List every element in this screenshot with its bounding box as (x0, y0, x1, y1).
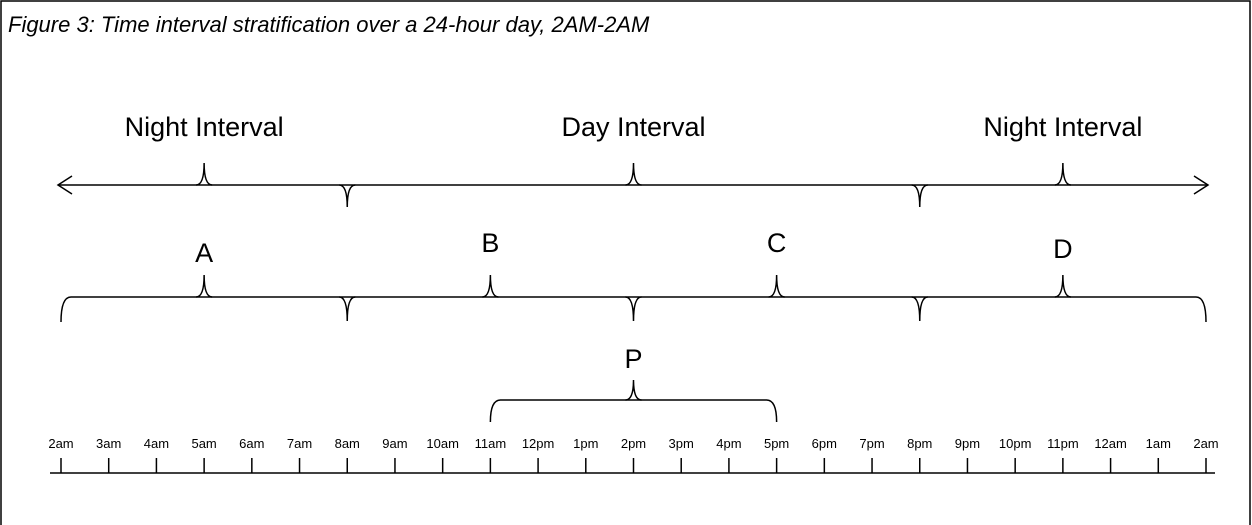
time-label: 7pm (859, 436, 884, 451)
time-label: 6pm (812, 436, 837, 451)
time-label: 10pm (999, 436, 1032, 451)
brace-tip (625, 379, 642, 401)
time-label: 4am (144, 436, 169, 451)
time-label: 2am (48, 436, 73, 451)
segment-label: D (1053, 234, 1073, 264)
arrow-head (1193, 175, 1210, 195)
brace-cusp (339, 184, 356, 208)
brace-tip (768, 274, 785, 298)
brace-tip (625, 162, 642, 186)
time-label: 11am (475, 436, 507, 451)
brace-tip (482, 274, 499, 298)
time-label: 11pm (1047, 436, 1079, 451)
arrow-head (56, 175, 73, 195)
period-label: P (624, 344, 642, 374)
time-label: 5am (191, 436, 216, 451)
time-label: 10am (426, 436, 459, 451)
segment-brace (60, 296, 1207, 323)
time-label: 9pm (955, 436, 980, 451)
interval-label: Day Interval (561, 112, 705, 142)
time-label: 9am (382, 436, 407, 451)
time-label: 2am (1193, 436, 1218, 451)
interval-label: Night Interval (983, 112, 1142, 142)
period-brace (489, 399, 778, 423)
brace-tip (1054, 162, 1072, 186)
segment-label: B (481, 228, 499, 258)
time-label: 3am (96, 436, 121, 451)
time-label: 8am (335, 436, 360, 451)
time-label: 1pm (573, 436, 598, 451)
brace-cusp (339, 296, 356, 322)
time-label: 12pm (522, 436, 555, 451)
title: Figure 3: Time interval stratification o… (8, 12, 650, 37)
time-label: 12am (1094, 436, 1127, 451)
brace-cusp (625, 296, 642, 322)
brace-tip (1054, 274, 1072, 298)
brace-cusp (911, 296, 928, 322)
time-label: 8pm (907, 436, 932, 451)
time-label: 4pm (716, 436, 741, 451)
segment-label: C (767, 228, 787, 258)
time-label: 1am (1146, 436, 1171, 451)
time-label: 5pm (764, 436, 789, 451)
time-label: 7am (287, 436, 312, 451)
brace-cusp (911, 184, 928, 208)
brace-tip (196, 274, 213, 298)
segment-label: A (195, 238, 213, 268)
time-label: 3pm (669, 436, 694, 451)
time-label: 2pm (621, 436, 646, 451)
brace-tip (196, 162, 213, 186)
interval-label: Night Interval (125, 112, 284, 142)
time-label: 6am (239, 436, 264, 451)
